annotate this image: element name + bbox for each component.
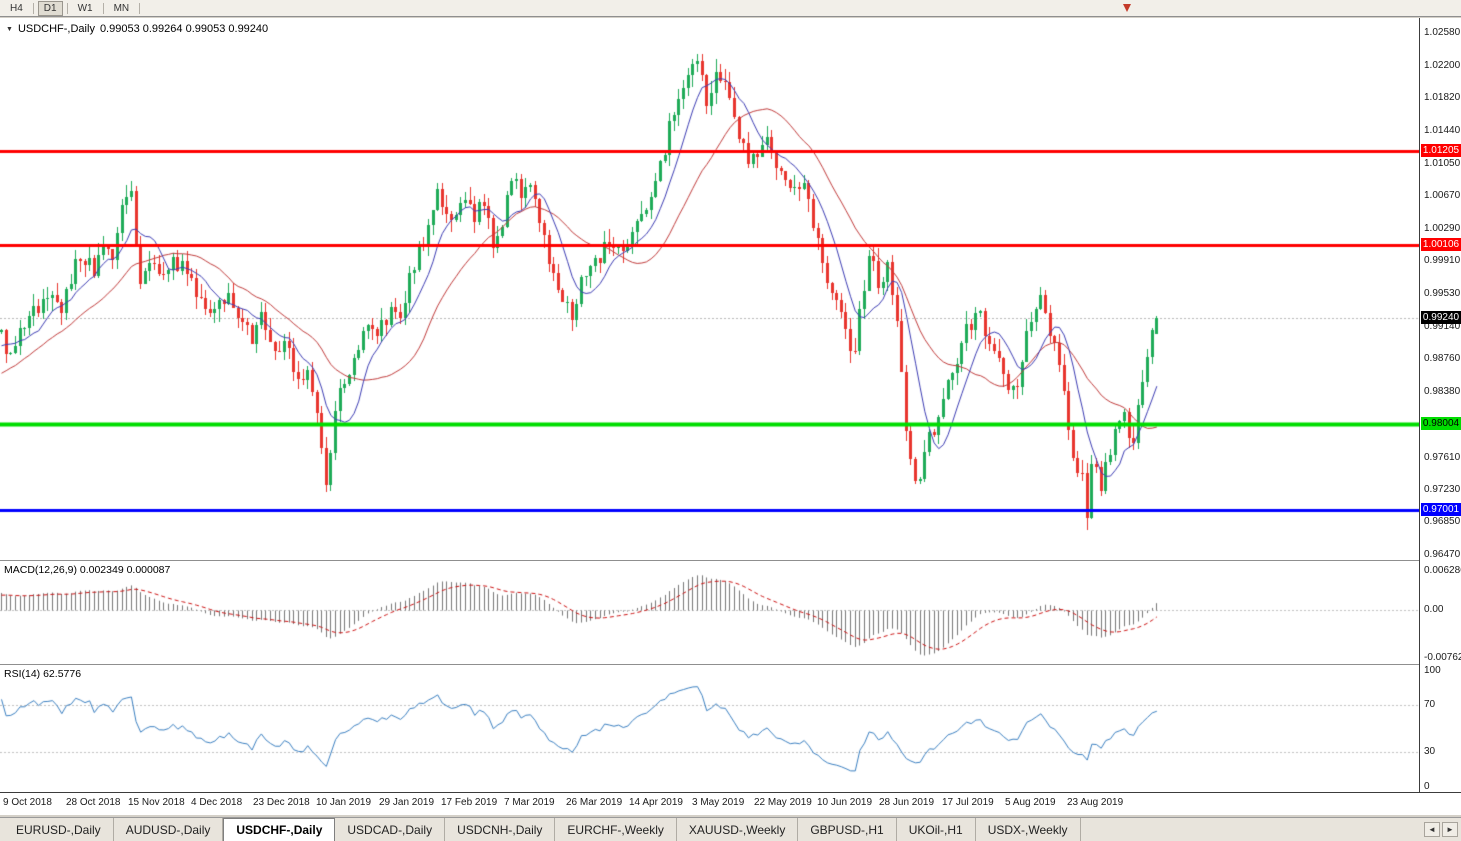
time-axis-label: 14 Apr 2019: [629, 797, 683, 808]
tab-scroll-buttons: ◄ ►: [1424, 822, 1458, 837]
time-axis-label: 28 Oct 2018: [66, 797, 121, 808]
time-axis[interactable]: 9 Oct 2018 28 Oct 2018 15 Nov 2018 4 Dec 20…: [0, 793, 1461, 815]
price-level-badge: 1.00106: [1421, 238, 1461, 251]
time-axis-label: 5 Aug 2019: [1005, 797, 1056, 808]
pane-splitter[interactable]: [0, 664, 1461, 665]
chart-tab-gbpusd[interactable]: GBPUSD-,H1: [798, 818, 897, 841]
rsi-pane-canvas[interactable]: [0, 665, 1419, 792]
price-axis-label: 1.01820: [1424, 92, 1461, 103]
price-axis-label: 0.97230: [1424, 484, 1461, 495]
price-axis-label: 1.01440: [1424, 125, 1461, 136]
price-axis-label: 0.99530: [1424, 288, 1461, 299]
chart-bottom-border: [0, 792, 1461, 793]
rsi-indicator-label: RSI(14) 62.5776: [4, 668, 82, 680]
time-axis-label: 28 Jun 2019: [879, 797, 935, 808]
current-price-badge: 0.99240: [1421, 311, 1461, 324]
rsi-axis-label: 70: [1424, 699, 1436, 710]
price-axis-label: 1.00670: [1424, 190, 1461, 201]
timeframe-button-h4[interactable]: H4: [10, 2, 23, 14]
timeframe-buttons: H4 D1 W1 MN: [3, 0, 143, 16]
time-axis-label: 26 Mar 2019: [566, 797, 623, 808]
chart-tab-eurchf[interactable]: EURCHF-,Weekly: [555, 818, 677, 841]
chart-window: ▼ USDCHF-,Daily 0.99053 0.99264 0.99053 …: [0, 18, 1461, 815]
time-axis-label: 22 May 2019: [754, 797, 812, 808]
price-axis-label: 0.97610: [1424, 452, 1461, 463]
time-axis-label: 17 Feb 2019: [441, 797, 498, 808]
tab-scroll-left-icon[interactable]: ◄: [1424, 822, 1440, 837]
macd-indicator-label: MACD(12,26,9) 0.002349 0.000087: [4, 564, 171, 576]
time-axis-label: 23 Dec 2018: [253, 797, 310, 808]
price-level-badge: 0.97001: [1421, 503, 1461, 516]
macd-axis-label: 0.00: [1424, 604, 1444, 615]
price-axis-label: 0.98380: [1424, 386, 1461, 397]
rsi-axis-label: 100: [1424, 665, 1441, 676]
chart-tab-audusd[interactable]: AUDUSD-,Daily: [114, 818, 224, 841]
rsi-axis-label: 30: [1424, 746, 1436, 757]
price-axis-label: 1.01050: [1424, 158, 1461, 169]
chart-tab-usdx[interactable]: USDX-,Weekly: [976, 818, 1081, 841]
chart-shift-marker-icon: [1123, 4, 1131, 12]
price-axis-label: 0.99140: [1424, 321, 1461, 332]
price-chart-canvas[interactable]: [0, 18, 1419, 560]
timeframe-button-mn[interactable]: MN: [113, 2, 130, 14]
price-axis-label: 1.00290: [1424, 223, 1461, 234]
price-axis-label: 0.98760: [1424, 353, 1461, 364]
toolbar-separator: [102, 2, 104, 14]
timeframe-button-w1[interactable]: W1: [77, 2, 93, 14]
chart-tab-ukoil[interactable]: UKOil-,H1: [897, 818, 976, 841]
time-axis-label: 10 Jun 2019: [817, 797, 873, 808]
time-axis-label: 17 Jul 2019: [942, 797, 994, 808]
time-axis-label: 3 May 2019: [692, 797, 745, 808]
price-axis-label: 0.96470: [1424, 549, 1461, 560]
timeframe-toolbar: H4 D1 W1 MN: [0, 0, 1461, 17]
time-axis-label: 23 Aug 2019: [1067, 797, 1124, 808]
time-axis-label: 29 Jan 2019: [379, 797, 435, 808]
toolbar-separator: [139, 2, 141, 14]
toolbar-separator: [32, 2, 34, 14]
time-axis-label: 9 Oct 2018: [3, 797, 52, 808]
macd-pane-canvas[interactable]: [0, 561, 1419, 664]
price-axis-label: 0.99910: [1424, 255, 1461, 266]
chart-tab-usdchf[interactable]: USDCHF-,Daily: [223, 818, 336, 841]
time-axis-label: 4 Dec 2018: [191, 797, 243, 808]
price-level-badge: 0.98004: [1421, 417, 1461, 430]
chart-ohlc-values: 0.99053 0.99264 0.99053 0.99240: [99, 23, 269, 35]
time-axis-label: 10 Jan 2019: [316, 797, 372, 808]
price-axis-label: 0.96850: [1424, 516, 1461, 527]
macd-axis-label: -0.00762: [1424, 652, 1461, 663]
chart-title: ▼ USDCHF-,Daily 0.99053 0.99264 0.99053 …: [6, 23, 268, 35]
tab-scroll-right-icon[interactable]: ►: [1442, 822, 1458, 837]
price-axis-label: 1.02580: [1424, 27, 1461, 38]
toolbar-separator: [66, 2, 68, 14]
chart-tab-xauusd[interactable]: XAUUSD-,Weekly: [677, 818, 799, 841]
chart-tab-usdcad[interactable]: USDCAD-,Daily: [335, 818, 446, 841]
chart-tab-usdcnh[interactable]: USDCNH-,Daily: [445, 818, 556, 841]
rsi-axis-label: 0: [1424, 781, 1430, 792]
price-axis-label: 1.02200: [1424, 60, 1461, 71]
time-axis-label: 15 Nov 2018: [128, 797, 185, 808]
chart-symbol-label: USDCHF-,Daily: [17, 23, 95, 35]
macd-axis-label: 0.006286: [1424, 565, 1461, 576]
chart-tab-eurusd[interactable]: EURUSD-,Daily: [4, 818, 114, 841]
time-axis-label: 7 Mar 2019: [504, 797, 555, 808]
price-level-badge: 1.01205: [1421, 144, 1461, 157]
pane-splitter[interactable]: [0, 560, 1461, 561]
price-axis[interactable]: 1.02580 1.02200 1.01820 1.01440 1.01050 1.006…: [1419, 18, 1461, 793]
chart-dropdown-icon: ▼: [6, 25, 13, 33]
chart-tab-bar: EURUSD-,Daily AUDUSD-,Daily USDCHF-,Daily U…: [0, 817, 1461, 841]
timeframe-button-d1[interactable]: D1: [37, 0, 63, 16]
